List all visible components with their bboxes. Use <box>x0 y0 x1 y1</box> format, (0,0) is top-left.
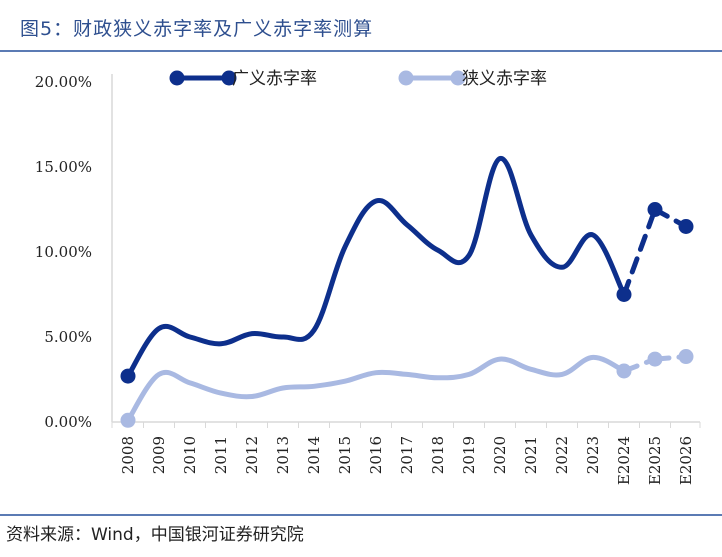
x-tick-label: 2019 <box>460 436 478 474</box>
x-tick-label: 2020 <box>491 436 509 474</box>
y-tick-label: 10.00% <box>35 243 92 261</box>
figure-title: 图5：财政狭义赤字率及广义赤字率测算 <box>20 18 374 40</box>
legend-narrow-label: 狭义赤字率 <box>462 69 547 89</box>
y-tick-label: 5.00% <box>44 328 92 346</box>
narrow-deficit-line <box>125 354 627 423</box>
legend-broad-label: 广义赤字率 <box>232 69 317 89</box>
narrow-deficit-point <box>678 349 694 365</box>
x-tick-label: E2025 <box>646 436 664 485</box>
x-tick-label: E2024 <box>615 436 633 485</box>
x-tick-label: 2012 <box>243 436 261 474</box>
x-tick-label: 2013 <box>274 436 292 474</box>
x-tick-label: 2016 <box>367 436 385 474</box>
deficit-rate-chart: 0.00% 5.00% 10.00% 15.00% 20.00% 2008 2009 2010… <box>35 69 701 485</box>
x-tick-label: 2023 <box>584 436 602 474</box>
x-tick-label: 2014 <box>305 436 323 474</box>
title-divider <box>0 50 722 52</box>
x-tick-label: 2015 <box>336 436 354 474</box>
broad-deficit-line <box>125 156 627 379</box>
legend-broad-marker <box>169 70 185 86</box>
y-tick-label: 0.00% <box>44 413 92 431</box>
x-tick-label: 2008 <box>119 436 137 474</box>
x-tick-label: 2010 <box>181 436 199 474</box>
narrow-deficit-point <box>616 363 632 379</box>
narrow-deficit-point <box>120 412 136 428</box>
broad-deficit-projection-segment <box>621 207 658 297</box>
x-tick-label: 2011 <box>212 436 230 474</box>
broad-deficit-point <box>678 219 694 234</box>
x-tick-label: 2018 <box>429 436 447 474</box>
x-tick-label: 2017 <box>398 436 416 474</box>
source-note: 资料来源：Wind，中国银河证券研究院 <box>6 525 304 545</box>
y-tick-label: 15.00% <box>35 158 92 176</box>
source-divider <box>0 514 722 516</box>
legend-narrow-marker <box>398 70 414 86</box>
legend-broad-marker <box>221 70 237 86</box>
broad-deficit-point <box>616 287 632 302</box>
broad-deficit-point <box>647 202 663 217</box>
x-tick-label: E2026 <box>677 436 695 485</box>
narrow-deficit-point <box>647 351 663 367</box>
broad-deficit-point <box>120 368 136 384</box>
legend-narrow-marker <box>450 70 466 86</box>
x-tick-label: 2021 <box>522 436 540 474</box>
x-tick-label: 2022 <box>553 436 571 474</box>
x-tick-label: 2009 <box>150 436 168 474</box>
y-tick-label: 20.00% <box>35 73 92 91</box>
